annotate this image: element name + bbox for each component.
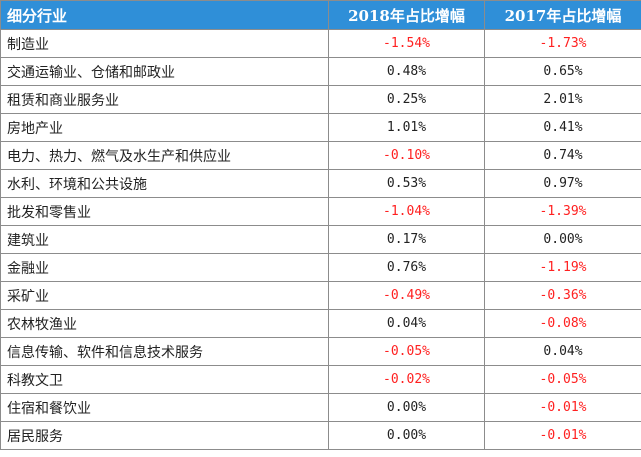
change-2018-cell: -0.05% bbox=[328, 337, 485, 366]
industry-name-cell: 科教文卫 bbox=[0, 365, 329, 394]
table-row: 住宿和餐饮业 0.00% -0.01% bbox=[0, 393, 641, 422]
header-industry: 细分行业 bbox=[0, 0, 329, 30]
table-row: 科教文卫 -0.02% -0.05% bbox=[0, 365, 641, 394]
change-2018-cell: 0.17% bbox=[328, 225, 485, 254]
table-row: 批发和零售业 -1.04% -1.39% bbox=[0, 197, 641, 226]
change-2017-cell: -0.01% bbox=[484, 421, 641, 450]
change-2018-cell: 0.00% bbox=[328, 421, 485, 450]
industry-name-cell: 电力、热力、燃气及水生产和供应业 bbox=[0, 141, 329, 170]
change-2017-cell: 0.65% bbox=[484, 57, 641, 86]
change-2018-cell: -0.49% bbox=[328, 281, 485, 310]
table-row: 居民服务 0.00% -0.01% bbox=[0, 421, 641, 450]
table-row: 采矿业 -0.49% -0.36% bbox=[0, 281, 641, 310]
change-2017-cell: 0.04% bbox=[484, 337, 641, 366]
industry-name-cell: 农林牧渔业 bbox=[0, 309, 329, 338]
change-2017-cell: -1.19% bbox=[484, 253, 641, 282]
table-row: 制造业 -1.54% -1.73% bbox=[0, 29, 641, 58]
industry-name-cell: 交通运输业、仓储和邮政业 bbox=[0, 57, 329, 86]
change-2018-cell: 1.01% bbox=[328, 113, 485, 142]
table-row: 电力、热力、燃气及水生产和供应业 -0.10% 0.74% bbox=[0, 141, 641, 170]
industry-name-cell: 房地产业 bbox=[0, 113, 329, 142]
change-2017-cell: -0.08% bbox=[484, 309, 641, 338]
header-row: 细分行业 2018年占比增幅 2017年占比增幅 bbox=[0, 0, 641, 30]
industry-name-cell: 居民服务 bbox=[0, 421, 329, 450]
industry-name-cell: 制造业 bbox=[0, 29, 329, 58]
table-row: 房地产业 1.01% 0.41% bbox=[0, 113, 641, 142]
change-2017-cell: 0.41% bbox=[484, 113, 641, 142]
industry-name-cell: 水利、环境和公共设施 bbox=[0, 169, 329, 198]
change-2017-cell: -1.73% bbox=[484, 29, 641, 58]
header-2018-change: 2018年占比增幅 bbox=[328, 0, 485, 30]
table-row: 水利、环境和公共设施 0.53% 0.97% bbox=[0, 169, 641, 198]
change-2018-cell: 0.00% bbox=[328, 393, 485, 422]
table-body: 制造业 -1.54% -1.73% 交通运输业、仓储和邮政业 0.48% 0.65% 租赁和… bbox=[0, 29, 641, 450]
table-row: 交通运输业、仓储和邮政业 0.48% 0.65% bbox=[0, 57, 641, 86]
table-row: 金融业 0.76% -1.19% bbox=[0, 253, 641, 282]
table-row: 建筑业 0.17% 0.00% bbox=[0, 225, 641, 254]
change-2018-cell: 0.76% bbox=[328, 253, 485, 282]
change-2018-cell: -0.02% bbox=[328, 365, 485, 394]
industry-name-cell: 信息传输、软件和信息技术服务 bbox=[0, 337, 329, 366]
industry-name-cell: 采矿业 bbox=[0, 281, 329, 310]
industry-name-cell: 住宿和餐饮业 bbox=[0, 393, 329, 422]
industry-name-cell: 建筑业 bbox=[0, 225, 329, 254]
change-2017-cell: -0.01% bbox=[484, 393, 641, 422]
change-2018-cell: 0.04% bbox=[328, 309, 485, 338]
industry-name-cell: 租赁和商业服务业 bbox=[0, 85, 329, 114]
table-row: 租赁和商业服务业 0.25% 2.01% bbox=[0, 85, 641, 114]
industry-name-cell: 金融业 bbox=[0, 253, 329, 282]
change-2018-cell: -0.10% bbox=[328, 141, 485, 170]
change-2018-cell: 0.25% bbox=[328, 85, 485, 114]
change-2017-cell: -0.36% bbox=[484, 281, 641, 310]
change-2017-cell: 0.74% bbox=[484, 141, 641, 170]
change-2017-cell: 0.00% bbox=[484, 225, 641, 254]
table-row: 信息传输、软件和信息技术服务 -0.05% 0.04% bbox=[0, 337, 641, 366]
change-2018-cell: 0.48% bbox=[328, 57, 485, 86]
change-2018-cell: 0.53% bbox=[328, 169, 485, 198]
change-2018-cell: -1.04% bbox=[328, 197, 485, 226]
table-row: 农林牧渔业 0.04% -0.08% bbox=[0, 309, 641, 338]
industry-name-cell: 批发和零售业 bbox=[0, 197, 329, 226]
change-2017-cell: -0.05% bbox=[484, 365, 641, 394]
change-2017-cell: 2.01% bbox=[484, 85, 641, 114]
change-2017-cell: -1.39% bbox=[484, 197, 641, 226]
change-2018-cell: -1.54% bbox=[328, 29, 485, 58]
change-2017-cell: 0.97% bbox=[484, 169, 641, 198]
header-2017-change: 2017年占比增幅 bbox=[484, 0, 641, 30]
